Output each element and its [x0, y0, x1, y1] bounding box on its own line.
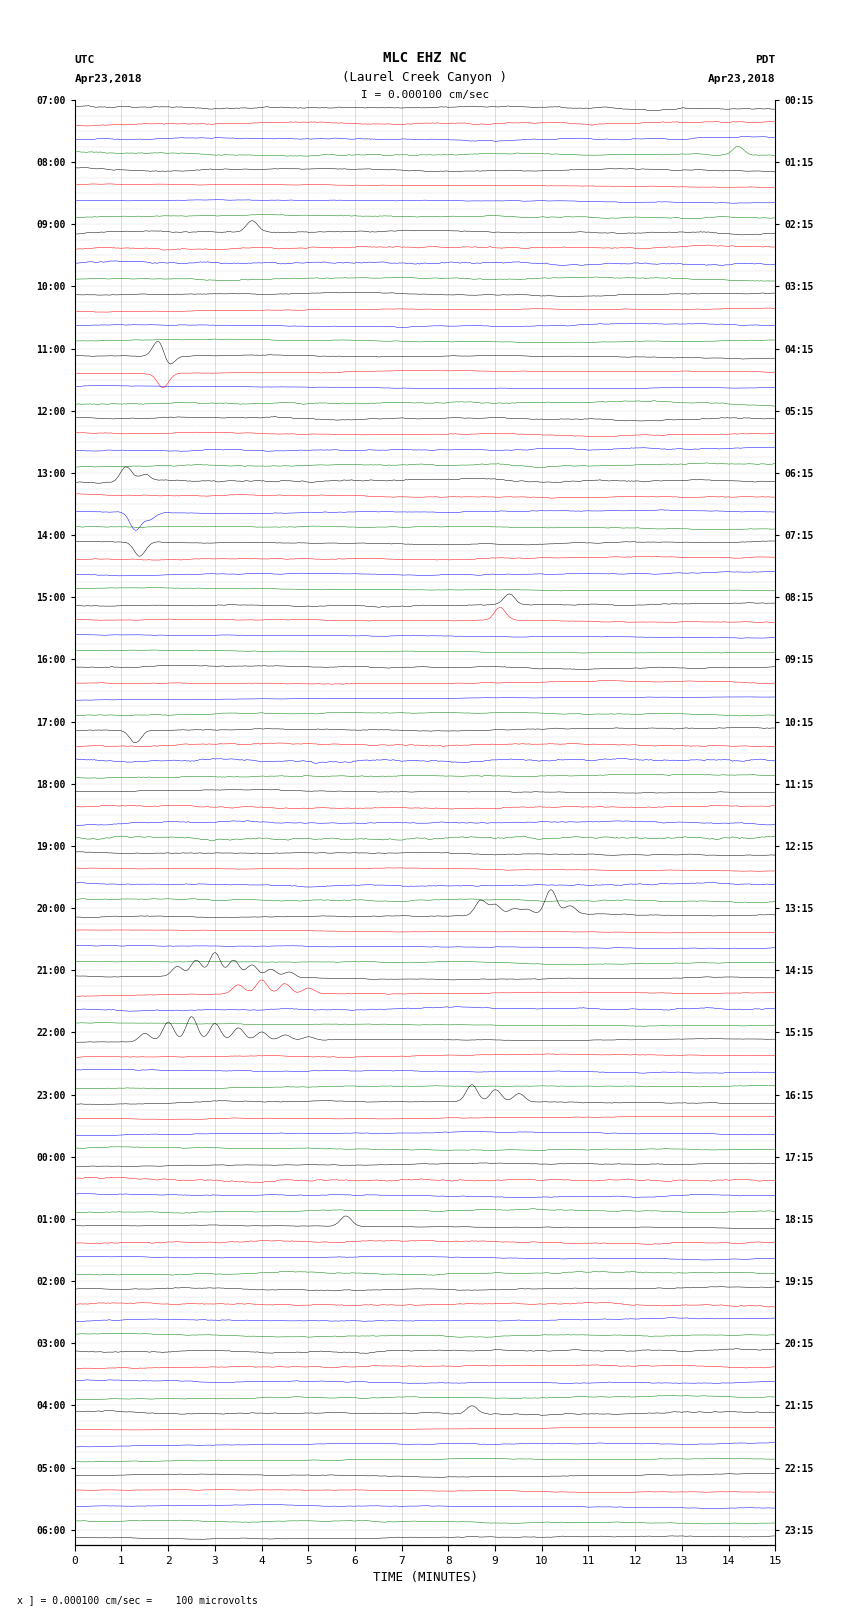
- Text: UTC: UTC: [75, 55, 95, 65]
- Text: x ] = 0.000100 cm/sec =    100 microvolts: x ] = 0.000100 cm/sec = 100 microvolts: [17, 1595, 258, 1605]
- Text: Apr23,2018: Apr23,2018: [75, 74, 142, 84]
- Text: (Laurel Creek Canyon ): (Laurel Creek Canyon ): [343, 71, 507, 84]
- Text: PDT: PDT: [755, 55, 775, 65]
- Text: I = 0.000100 cm/sec: I = 0.000100 cm/sec: [361, 90, 489, 100]
- X-axis label: TIME (MINUTES): TIME (MINUTES): [372, 1571, 478, 1584]
- Text: Apr23,2018: Apr23,2018: [708, 74, 775, 84]
- Text: MLC EHZ NC: MLC EHZ NC: [383, 50, 467, 65]
